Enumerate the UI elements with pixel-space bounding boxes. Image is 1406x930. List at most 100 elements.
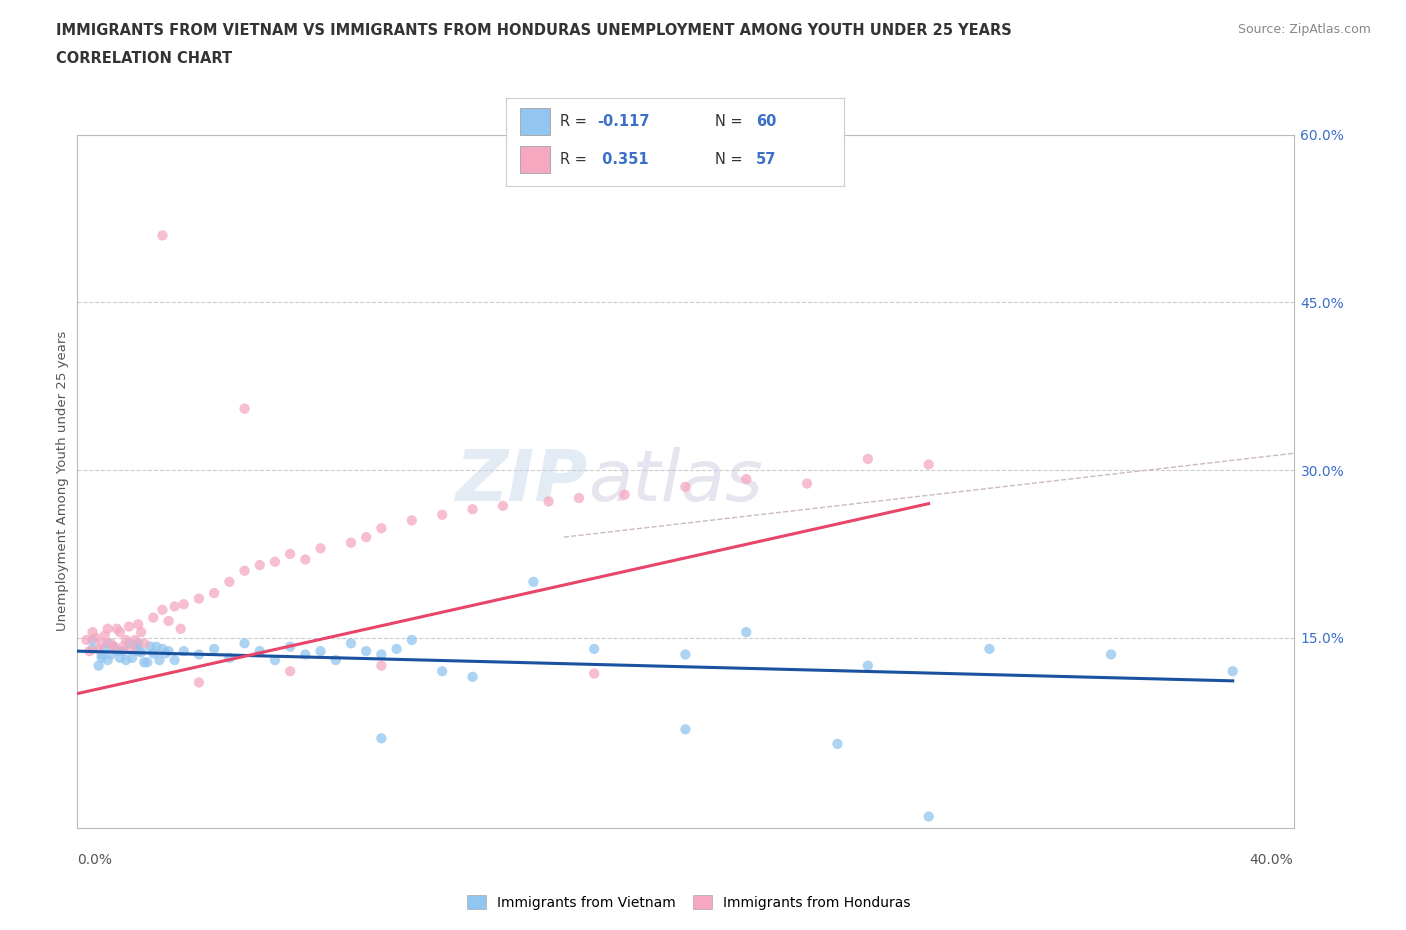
- Point: [115, 632, 138, 647]
- Text: CORRELATION CHART: CORRELATION CHART: [56, 51, 232, 66]
- Point: [202, 586, 225, 601]
- Point: [118, 636, 141, 651]
- Point: [401, 632, 423, 647]
- Point: [370, 658, 392, 673]
- Legend: Immigrants from Vietnam, Immigrants from Honduras: Immigrants from Vietnam, Immigrants from…: [463, 891, 915, 914]
- Point: [218, 650, 240, 665]
- Point: [139, 639, 162, 654]
- Text: 60: 60: [756, 113, 776, 128]
- Point: [675, 722, 697, 737]
- Text: IMMIGRANTS FROM VIETNAM VS IMMIGRANTS FROM HONDURAS UNEMPLOYMENT AMONG YOUTH UND: IMMIGRANTS FROM VIETNAM VS IMMIGRANTS FR…: [56, 23, 1012, 38]
- Point: [385, 642, 408, 657]
- Point: [100, 647, 122, 662]
- Point: [163, 599, 186, 614]
- Point: [127, 636, 149, 651]
- Point: [432, 508, 454, 523]
- Point: [461, 502, 484, 517]
- Point: [249, 558, 271, 573]
- Point: [278, 547, 301, 562]
- Point: [93, 642, 115, 657]
- Point: [233, 636, 256, 651]
- Point: [84, 631, 107, 645]
- Point: [124, 632, 146, 647]
- Text: ZIP: ZIP: [456, 446, 588, 516]
- Point: [796, 476, 818, 491]
- Point: [152, 228, 174, 243]
- Point: [148, 653, 170, 668]
- Point: [278, 639, 301, 654]
- Point: [1099, 647, 1122, 662]
- Point: [97, 636, 120, 651]
- Point: [90, 647, 112, 662]
- Text: -0.117: -0.117: [598, 113, 650, 128]
- Point: [108, 650, 131, 665]
- Point: [97, 621, 120, 636]
- Point: [121, 650, 143, 665]
- Point: [118, 619, 141, 634]
- Text: Source: ZipAtlas.com: Source: ZipAtlas.com: [1237, 23, 1371, 36]
- Point: [188, 647, 211, 662]
- Point: [163, 653, 186, 668]
- Point: [354, 530, 377, 545]
- Point: [294, 552, 316, 567]
- Point: [522, 575, 544, 590]
- Point: [188, 675, 211, 690]
- Point: [121, 642, 143, 657]
- Point: [127, 617, 149, 631]
- Point: [75, 632, 97, 647]
- Point: [370, 521, 392, 536]
- Point: [93, 628, 115, 643]
- Point: [145, 639, 167, 654]
- Point: [111, 644, 134, 658]
- Point: [90, 636, 112, 651]
- Point: [218, 575, 240, 590]
- Point: [129, 625, 152, 640]
- Point: [136, 655, 159, 670]
- Point: [134, 655, 156, 670]
- Point: [309, 644, 332, 658]
- Text: 0.0%: 0.0%: [77, 853, 112, 868]
- FancyBboxPatch shape: [520, 146, 550, 173]
- Point: [111, 639, 134, 654]
- Point: [278, 664, 301, 679]
- Point: [124, 638, 146, 653]
- Point: [918, 809, 941, 824]
- Point: [537, 494, 560, 509]
- Point: [340, 536, 363, 551]
- Point: [856, 451, 879, 466]
- Point: [735, 472, 758, 486]
- Point: [249, 644, 271, 658]
- Point: [82, 625, 104, 640]
- Point: [103, 639, 125, 654]
- Point: [103, 639, 125, 654]
- Point: [87, 658, 110, 673]
- Point: [370, 647, 392, 662]
- Point: [294, 647, 316, 662]
- Point: [157, 614, 180, 629]
- Point: [233, 401, 256, 416]
- Point: [127, 644, 149, 658]
- Point: [401, 513, 423, 528]
- Point: [354, 644, 377, 658]
- Point: [264, 653, 287, 668]
- Point: [827, 737, 849, 751]
- Text: atlas: atlas: [588, 446, 762, 516]
- Point: [170, 621, 193, 636]
- Text: R =: R =: [560, 152, 592, 166]
- Point: [202, 642, 225, 657]
- Point: [233, 564, 256, 578]
- Point: [142, 610, 165, 625]
- Point: [918, 457, 941, 472]
- Point: [105, 621, 128, 636]
- Point: [82, 642, 104, 657]
- Point: [675, 647, 697, 662]
- Point: [97, 653, 120, 668]
- Text: N =: N =: [716, 152, 748, 166]
- Point: [309, 541, 332, 556]
- Point: [105, 644, 128, 658]
- Text: N =: N =: [716, 113, 748, 128]
- Point: [87, 642, 110, 657]
- Point: [152, 642, 174, 657]
- Point: [370, 731, 392, 746]
- Point: [100, 636, 122, 651]
